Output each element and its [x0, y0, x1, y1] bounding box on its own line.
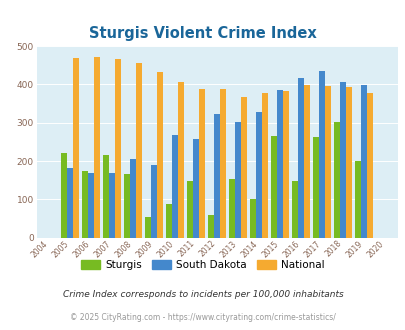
- Bar: [256, 112, 262, 238]
- Bar: [277, 90, 282, 238]
- Bar: [94, 57, 100, 238]
- Bar: [229, 180, 235, 238]
- Bar: [220, 89, 226, 238]
- Bar: [313, 137, 318, 238]
- Bar: [298, 78, 303, 238]
- Bar: [187, 181, 193, 238]
- Bar: [82, 171, 88, 238]
- Text: © 2025 CityRating.com - https://www.cityrating.com/crime-statistics/: © 2025 CityRating.com - https://www.city…: [70, 313, 335, 322]
- Bar: [303, 85, 309, 238]
- Bar: [166, 204, 172, 238]
- Bar: [172, 135, 178, 238]
- Bar: [271, 136, 277, 238]
- Bar: [354, 161, 360, 238]
- Bar: [318, 71, 324, 238]
- Bar: [73, 58, 79, 238]
- Bar: [282, 91, 288, 238]
- Bar: [234, 122, 241, 238]
- Bar: [241, 97, 246, 238]
- Bar: [67, 168, 73, 238]
- Bar: [345, 87, 351, 238]
- Text: Sturgis Violent Crime Index: Sturgis Violent Crime Index: [89, 26, 316, 41]
- Bar: [193, 139, 198, 238]
- Bar: [366, 92, 372, 238]
- Bar: [103, 155, 109, 238]
- Bar: [324, 86, 330, 238]
- Text: Crime Index corresponds to incidents per 100,000 inhabitants: Crime Index corresponds to incidents per…: [62, 290, 343, 299]
- Bar: [178, 82, 183, 238]
- Bar: [136, 63, 142, 238]
- Bar: [250, 199, 256, 238]
- Bar: [360, 85, 366, 238]
- Bar: [262, 93, 267, 238]
- Bar: [151, 165, 157, 238]
- Bar: [208, 214, 214, 238]
- Bar: [115, 59, 121, 238]
- Bar: [198, 89, 205, 238]
- Bar: [292, 181, 298, 238]
- Bar: [61, 153, 67, 238]
- Bar: [124, 175, 130, 238]
- Legend: Sturgis, South Dakota, National: Sturgis, South Dakota, National: [77, 256, 328, 275]
- Bar: [109, 173, 115, 238]
- Bar: [214, 114, 220, 238]
- Bar: [130, 159, 136, 238]
- Bar: [157, 72, 162, 238]
- Bar: [334, 122, 339, 238]
- Bar: [88, 173, 94, 238]
- Bar: [145, 216, 151, 238]
- Bar: [339, 82, 345, 238]
